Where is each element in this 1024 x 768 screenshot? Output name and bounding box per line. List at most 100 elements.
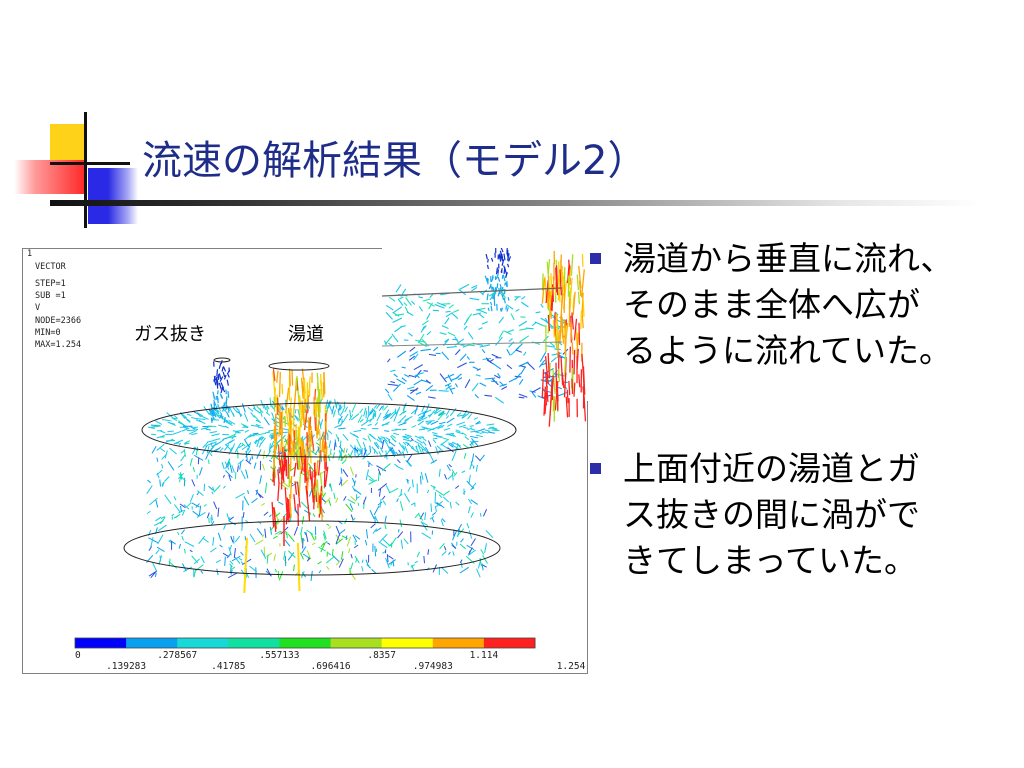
vector-mark [159,479,161,487]
vector-mark [481,430,489,434]
vector-mark [420,521,428,526]
vector-mark [192,466,196,472]
vector-mark [154,420,163,425]
vector-mark [385,557,390,569]
header-line: VECTOR [35,262,67,272]
inset-vector-mark [444,338,450,343]
inset-vector-mark [566,263,570,284]
vector-mark [229,462,233,473]
vector-mark [385,442,391,450]
vector-mark [278,467,281,474]
vector-mark [427,413,432,417]
vector-mark [462,443,469,449]
vector-mark [395,428,402,431]
inset-vector-mark [578,322,581,346]
vector-mark [181,535,184,541]
vector-mark [339,410,344,417]
vector-mark [396,498,399,503]
vector-mark [373,442,380,450]
vector-mark [212,536,215,546]
vector-mark [329,483,333,492]
vector-mark [367,435,372,442]
inset-vector-mark [445,310,451,313]
vector-mark [331,405,335,415]
vector-mark [418,514,424,521]
vector-mark [339,529,346,535]
inset-vector-mark [582,299,585,317]
inset-vector-mark [414,372,424,377]
vector-mark [375,441,380,448]
inset-vector-mark [552,319,555,338]
vector-mark [235,492,245,499]
vector-mark [462,412,470,419]
vector-mark [328,440,332,448]
vector-mark [278,371,281,398]
vector-mark [252,407,261,414]
vector-mark [403,538,409,545]
gas-vent-label: ガス抜き [134,324,206,345]
inset-vector-mark [518,396,525,399]
inset-vector-mark [390,380,396,384]
vector-mark [275,512,281,517]
vector-mark [156,457,159,462]
vector-mark [427,427,437,432]
vector-mark [147,479,151,484]
vector-mark [313,462,316,478]
inset-vector-mark [506,304,514,310]
inset-vector-mark [520,301,529,308]
inset-vector-mark [535,311,541,314]
vector-mark [226,379,229,386]
vector-mark [291,441,295,457]
vector-mark [486,423,495,426]
vector-mark [209,430,218,434]
vector-mark [385,485,391,493]
vector-mark [345,535,348,541]
vector-mark [369,418,373,423]
vector-mark [208,409,213,415]
inset-vector-mark [499,284,502,289]
vector-mark [221,366,224,372]
vector-mark [389,411,397,420]
vector-mark [220,382,225,389]
vector-mark [334,439,337,448]
vector-mark [350,496,357,502]
inset-vector-mark [549,286,553,313]
vector-mark [363,407,367,417]
vector-mark [148,571,156,577]
vector-mark [373,405,378,409]
logo-vertical-line [84,112,87,228]
vector-mark [237,459,244,465]
inset-vector-mark [454,336,460,344]
vector-mark [455,431,464,435]
vector-mark [457,528,461,538]
inset-vector-mark [499,381,505,387]
vector-mark [419,442,427,451]
vector-mark [485,429,491,432]
inset-vector-mark [441,351,450,361]
inset-vector-mark [551,352,562,356]
vector-mark [173,504,181,513]
vector-mark [217,532,222,541]
inset-vector-mark [388,296,396,302]
vector-mark [386,554,389,563]
vector-mark [406,460,413,467]
vector-mark [274,568,277,573]
vector-mark [174,415,178,419]
vector-mark [324,497,331,505]
legend-label: .139283 [106,661,146,672]
vector-mark [284,539,291,547]
vector-mark [284,441,287,450]
vector-mark [289,426,293,444]
vector-mark [382,538,391,546]
vector-mark [335,401,338,408]
inset-vector-mark [426,313,431,320]
vector-mark [161,516,165,520]
vector-mark [148,537,159,544]
inset-vector-mark [555,313,559,341]
vector-mark [180,412,186,419]
vector-mark [165,438,174,443]
vector-mark [161,454,167,460]
vector-mark [368,433,375,439]
inset-vector-mark [409,351,419,357]
inset-vector-mark [501,386,508,390]
